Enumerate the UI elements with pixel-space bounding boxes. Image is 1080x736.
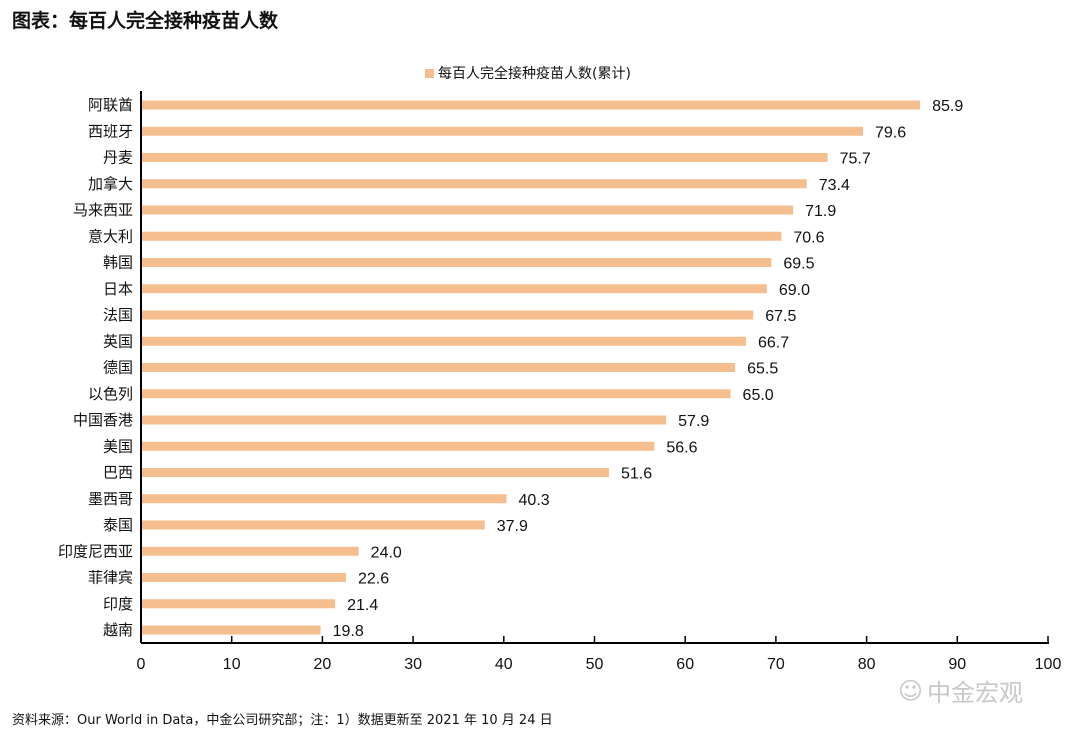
bar [141,100,921,110]
category-label: 美国 [103,438,133,455]
category-label: 法国 [103,307,133,324]
data-label: 79.6 [875,124,906,141]
category-label: 日本 [103,281,133,298]
bar [141,284,767,294]
x-tick-label: 60 [676,656,694,673]
category-label: 马来西亚 [73,202,133,219]
data-label: 69.5 [783,256,814,273]
data-label: 37.9 [497,518,528,535]
watermark-text: 中金宏观 [927,679,1024,707]
category-label: 阿联酋 [88,96,133,114]
data-label: 19.8 [333,623,364,640]
category-label: 菲律宾 [88,570,133,587]
bar [141,468,610,477]
legend-label: 每百人完全接种疫苗人数(累计) [438,66,631,82]
category-label: 巴西 [103,465,133,482]
x-tick-label: 100 [1035,656,1062,673]
category-label: 西班牙 [88,123,133,140]
category-label: 德国 [103,359,133,377]
bar [141,310,754,320]
category-label: 加拿大 [88,175,133,193]
data-label: 22.6 [358,571,389,588]
x-tick-label: 70 [767,656,785,673]
category-label: 印度尼西亚 [58,543,133,560]
bar [141,415,667,425]
bar [141,441,655,451]
wechat-icon: ☺ [898,676,924,705]
legend: 每百人完全接种疫苗人数(累计) [425,63,631,83]
data-label: 21.4 [347,597,378,614]
bar [141,520,485,530]
bar [141,494,507,504]
data-label: 24.0 [371,544,402,561]
bar [141,336,746,346]
data-label: 57.9 [678,413,709,430]
data-label: 40.3 [519,492,550,509]
x-tick-label: 90 [948,656,966,673]
bar [141,126,863,136]
bar [141,363,736,372]
bar [141,258,772,267]
legend-swatch [425,68,434,78]
category-label: 英国 [103,332,133,350]
data-label: 56.6 [666,439,697,456]
bar [141,389,731,399]
bar [141,231,782,241]
category-label: 越南 [103,622,133,639]
category-label: 丹麦 [103,150,133,167]
bar [141,546,359,556]
category-label: 墨西哥 [88,491,133,508]
bar [141,153,828,162]
category-label: 印度 [103,596,133,613]
x-tick-label: 0 [137,656,146,673]
data-label: 65.0 [743,387,774,404]
chart-title: 图表：每百人完全接种疫苗人数 [12,10,279,32]
x-tick-label: 50 [586,656,604,673]
bar [141,573,346,582]
data-label: 69.0 [779,282,810,299]
data-label: 51.6 [621,466,652,483]
data-label: 66.7 [758,334,789,351]
data-label: 73.4 [819,177,850,194]
data-label: 75.7 [840,151,871,168]
data-label: 65.5 [747,361,778,378]
source-note: 资料来源：Our World in Data，中金公司研究部；注：1）数据更新至… [12,713,553,728]
bar [141,205,794,215]
bar [141,599,336,609]
data-label: 70.6 [793,229,824,246]
data-label: 71.9 [805,203,836,220]
watermark: ☺ 中金宏观 [898,673,1023,708]
data-label: 67.5 [765,308,796,325]
x-tick-label: 30 [404,656,422,673]
x-tick-label: 40 [495,656,513,673]
x-tick-label: 10 [223,656,241,673]
category-label: 意大利 [88,227,133,245]
category-label: 以色列 [88,386,133,403]
x-tick-label: 20 [314,656,332,673]
data-label: 85.9 [932,98,963,115]
category-label: 韩国 [103,255,133,272]
x-tick-label: 80 [858,656,876,673]
bar [141,625,321,635]
category-label: 泰国 [103,517,133,534]
bar [141,179,807,189]
category-label: 中国香港 [73,412,133,429]
